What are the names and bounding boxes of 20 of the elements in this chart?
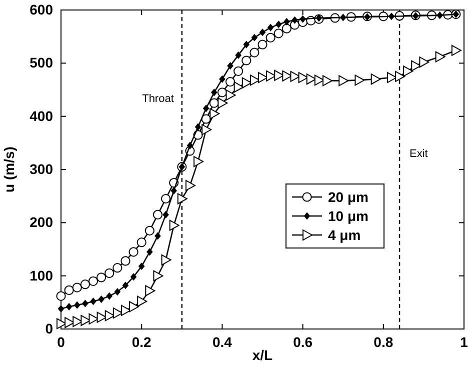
y-tick-label: 0 bbox=[45, 320, 54, 336]
ref-line-label: Exit bbox=[410, 148, 428, 160]
legend-label: 4 μm bbox=[328, 227, 361, 243]
x-tick-label: 0.4 bbox=[212, 334, 232, 350]
y-tick-label: 100 bbox=[30, 267, 54, 284]
x-tick-label: 0.8 bbox=[374, 334, 394, 350]
x-axis-title: x/L bbox=[252, 347, 274, 363]
x-tick-label: 0.2 bbox=[132, 334, 152, 350]
y-tick-label: 400 bbox=[30, 108, 54, 124]
x-tick-label: 1 bbox=[460, 334, 468, 350]
y-axis-title: u (m/s) bbox=[1, 146, 17, 192]
y-tick-label: 500 bbox=[30, 54, 54, 71]
legend-label: 20 μm bbox=[328, 189, 368, 205]
y-tick-label: 600 bbox=[30, 1, 54, 18]
y-tick-label: 200 bbox=[30, 214, 54, 230]
x-tick-label: 0 bbox=[57, 334, 66, 350]
ref-line-label: Throat bbox=[142, 93, 174, 105]
y-tick-label: 300 bbox=[30, 160, 54, 177]
x-tick-label: 0.6 bbox=[293, 334, 313, 350]
legend-label: 10 μm bbox=[328, 208, 368, 224]
